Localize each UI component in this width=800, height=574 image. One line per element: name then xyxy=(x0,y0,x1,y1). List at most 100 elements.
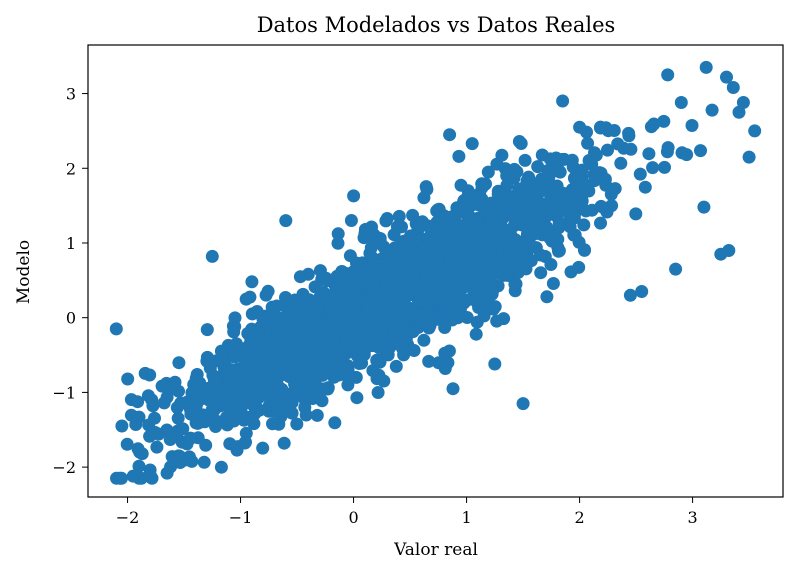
x-tick-label: 0 xyxy=(348,508,358,527)
data-point xyxy=(267,345,281,359)
data-point xyxy=(460,293,474,307)
data-point xyxy=(523,239,537,253)
data-point xyxy=(175,396,189,410)
data-point xyxy=(506,246,520,260)
data-point xyxy=(121,372,135,386)
data-point xyxy=(256,441,270,455)
data-point xyxy=(310,299,324,313)
data-point xyxy=(349,313,363,327)
data-point xyxy=(405,244,419,258)
data-point xyxy=(460,311,474,324)
data-point xyxy=(585,203,599,217)
data-point xyxy=(115,419,129,433)
data-point xyxy=(361,302,375,315)
data-point xyxy=(419,280,433,294)
data-point xyxy=(742,150,756,164)
data-point xyxy=(417,333,431,347)
data-point xyxy=(266,417,279,431)
data-point xyxy=(565,153,579,167)
data-point xyxy=(331,227,345,241)
data-point xyxy=(524,203,538,217)
data-point xyxy=(594,121,607,135)
data-point xyxy=(290,417,304,431)
data-point xyxy=(251,325,265,339)
data-point xyxy=(722,244,736,257)
data-point xyxy=(243,290,257,304)
data-point xyxy=(145,393,159,407)
data-point xyxy=(239,393,252,407)
x-tick-label: −1 xyxy=(229,508,253,527)
data-point xyxy=(380,212,394,225)
data-point xyxy=(228,347,242,361)
data-point xyxy=(208,390,221,404)
data-point xyxy=(366,364,380,378)
data-point xyxy=(478,203,492,217)
data-point xyxy=(334,292,348,306)
data-point xyxy=(685,119,699,132)
data-point xyxy=(601,143,614,157)
x-tick-label: 2 xyxy=(574,508,584,527)
data-point xyxy=(438,321,452,334)
data-point xyxy=(607,124,621,137)
data-point xyxy=(279,352,293,366)
data-point xyxy=(343,285,357,299)
data-point xyxy=(465,137,479,151)
data-point xyxy=(657,114,671,128)
data-point xyxy=(322,358,335,372)
data-point xyxy=(680,148,694,162)
data-point xyxy=(256,356,269,370)
data-point xyxy=(633,167,647,181)
data-point xyxy=(132,459,146,473)
y-tick-label: 1 xyxy=(66,234,76,253)
data-point xyxy=(350,391,364,405)
data-point xyxy=(193,376,207,390)
data-point xyxy=(311,333,325,347)
data-point xyxy=(223,401,236,415)
data-point xyxy=(674,96,688,109)
data-point xyxy=(512,188,526,202)
data-point xyxy=(347,266,361,280)
data-point xyxy=(454,178,468,192)
data-point xyxy=(207,373,221,387)
data-point xyxy=(364,228,378,242)
data-point xyxy=(438,362,452,375)
data-point xyxy=(365,250,379,264)
chart-title: Datos Modelados vs Datos Reales xyxy=(257,13,616,37)
data-point xyxy=(540,290,554,304)
data-point xyxy=(126,469,140,483)
y-tick-label: 0 xyxy=(66,309,76,328)
data-point xyxy=(109,322,123,336)
data-point xyxy=(392,209,406,223)
data-point xyxy=(392,255,406,269)
data-point xyxy=(309,323,323,337)
x-axis-label: Valor real xyxy=(393,540,478,560)
data-point xyxy=(720,70,733,84)
data-point xyxy=(371,386,385,399)
data-point xyxy=(642,147,656,161)
data-point xyxy=(646,161,660,175)
data-point xyxy=(577,218,591,232)
data-point xyxy=(269,330,283,344)
data-point xyxy=(267,389,280,403)
data-point xyxy=(438,346,452,360)
data-point xyxy=(172,449,185,463)
data-point xyxy=(278,310,292,324)
data-point xyxy=(419,245,433,259)
data-point xyxy=(518,153,532,167)
data-point xyxy=(310,408,324,422)
data-point xyxy=(658,160,671,174)
data-point xyxy=(635,285,649,298)
data-point xyxy=(138,366,152,380)
data-point xyxy=(299,408,313,422)
data-point xyxy=(629,207,643,221)
data-point xyxy=(556,94,570,108)
data-point xyxy=(748,124,762,138)
data-point xyxy=(345,334,359,348)
data-point xyxy=(386,267,400,281)
data-point xyxy=(379,277,393,291)
data-point xyxy=(282,299,295,313)
data-point xyxy=(544,181,558,195)
data-point xyxy=(366,280,380,294)
data-point xyxy=(438,303,451,317)
